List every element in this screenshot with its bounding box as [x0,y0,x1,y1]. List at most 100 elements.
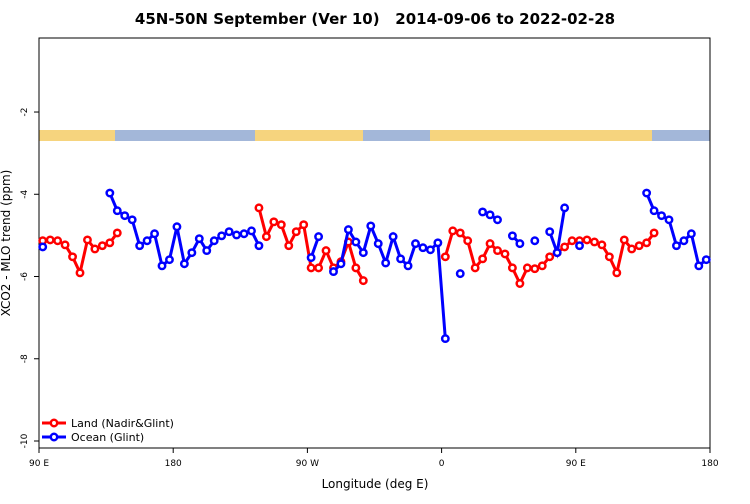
data-point [560,203,570,213]
data-point [254,203,264,213]
data-point [224,227,234,237]
data-point [45,235,55,245]
data-point [694,261,704,271]
data-point [53,236,63,246]
data-point [336,259,346,269]
data-point [478,207,488,217]
data-point [388,232,398,242]
y-tick-label: -10 [20,433,30,448]
data-point [157,261,167,271]
x-tick-label: 180 [165,459,182,469]
data-point [627,244,637,254]
data-point [291,227,301,237]
data-point [38,242,48,252]
data-point [60,240,70,250]
data-point [202,246,212,256]
x-tick-label: 90 E [29,459,49,469]
data-point [112,228,122,238]
data-point [112,206,122,216]
data-point [351,263,361,273]
data-point [619,235,629,245]
data-point [381,258,391,268]
data-point [135,241,145,251]
data-point [276,220,286,230]
legend-marker [49,432,59,442]
data-point [537,261,547,271]
data-point [560,242,570,252]
data-point [306,253,316,263]
data-point [142,236,152,246]
data-point [530,236,540,246]
data-point [120,211,130,221]
data-point [83,235,92,245]
data-point [612,268,622,278]
data-point [470,263,480,273]
x-axis-label: Longitude (deg E) [322,477,429,491]
y-axis-label: XCO2 - MLO trend (ppm) [0,170,13,317]
chart-title: 45N-50N September (Ver 10) 2014-09-06 to… [135,10,615,28]
data-point [284,241,294,251]
data-point [597,240,607,250]
data-point [75,268,85,278]
data-point [209,236,219,246]
data-point [411,239,420,249]
data-point [507,231,517,241]
data-point [440,252,450,262]
data-point [351,237,361,247]
data-point [634,241,644,251]
data-point [500,249,510,259]
data-point [425,245,435,255]
data-point [269,217,279,227]
data-point [150,229,160,239]
data-point [373,239,383,249]
data-point [179,259,189,269]
data-point [478,254,488,264]
y-tick-label: -2 [20,108,30,117]
data-point [485,210,495,220]
data-point [545,252,555,262]
data-point [493,246,502,256]
data-point [343,225,353,235]
data-point [545,227,555,237]
data-point [306,263,316,273]
data-point [68,252,78,262]
y-tick-label: -6 [20,272,30,281]
data-point [314,263,324,273]
data-point [440,334,450,344]
data-point [485,239,495,249]
data-point [358,276,368,286]
data-point [686,229,696,239]
y-tick-label: -4 [20,190,30,199]
data-point [679,236,689,246]
data-point [433,238,443,248]
data-point [455,269,465,279]
data-point [589,237,599,247]
data-point [97,241,107,251]
legend-label: Ocean (Glint) [71,431,144,444]
data-point [649,206,659,216]
legend-marker [49,418,59,428]
data-point [657,211,666,221]
data-point [567,236,577,246]
data-point [217,231,227,241]
data-point [604,252,614,262]
data-point [165,255,174,265]
data-point [172,222,182,232]
data-point [254,241,264,251]
data-point [239,229,249,239]
legend-label: Land (Nadir&Glint) [71,417,174,430]
x-tick-label: 0 [439,459,445,469]
data-point [105,238,115,248]
x-tick-label: 180 [701,459,718,469]
data-point [366,221,376,231]
data-point [403,261,413,271]
data-point [194,234,204,244]
x-tick-label: 90 W [296,459,319,469]
data-point [463,236,473,246]
data-point [321,246,331,256]
data-point [642,238,652,248]
data-point [515,279,525,288]
data-point [515,239,525,249]
